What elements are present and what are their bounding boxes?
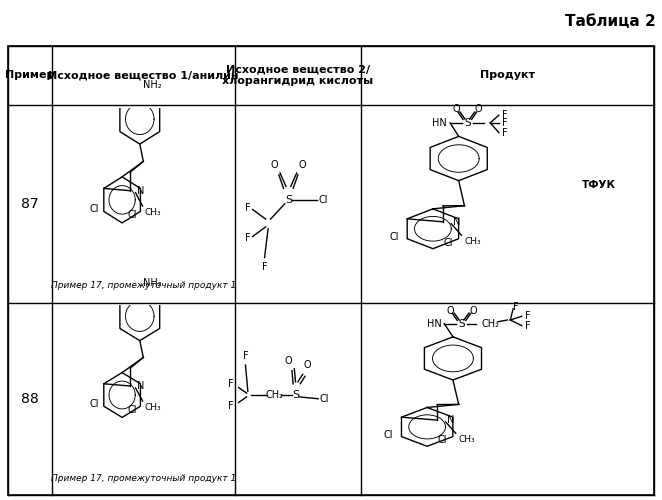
Text: F: F bbox=[243, 351, 248, 361]
Text: O: O bbox=[452, 104, 459, 115]
Text: Продукт: Продукт bbox=[480, 70, 535, 81]
Text: HN: HN bbox=[427, 319, 442, 329]
Text: Cl: Cl bbox=[438, 436, 447, 446]
Text: 87: 87 bbox=[21, 196, 38, 211]
Text: O: O bbox=[446, 306, 454, 316]
Text: S: S bbox=[458, 319, 465, 329]
Text: F: F bbox=[513, 302, 519, 312]
Text: F: F bbox=[502, 110, 507, 120]
Text: O: O bbox=[285, 356, 292, 366]
Text: Cl: Cl bbox=[89, 204, 99, 214]
Text: S: S bbox=[285, 195, 292, 205]
Text: Cl: Cl bbox=[89, 400, 99, 409]
Text: S: S bbox=[292, 390, 299, 400]
Text: O: O bbox=[270, 160, 278, 170]
Text: F: F bbox=[502, 118, 507, 128]
Text: Пример: Пример bbox=[5, 70, 54, 81]
Text: Cl: Cl bbox=[319, 394, 329, 404]
Text: Cl: Cl bbox=[444, 238, 453, 248]
Text: S: S bbox=[464, 118, 471, 128]
Text: N: N bbox=[137, 381, 145, 391]
Text: Cl: Cl bbox=[127, 405, 137, 415]
Text: F: F bbox=[245, 202, 250, 212]
Text: 88: 88 bbox=[21, 392, 38, 406]
Text: O: O bbox=[469, 306, 477, 316]
Text: F: F bbox=[228, 401, 234, 411]
Text: Пример 17, промежуточный продукт 1: Пример 17, промежуточный продукт 1 bbox=[51, 474, 236, 483]
Text: Пример 17, промежуточный продукт 1: Пример 17, промежуточный продукт 1 bbox=[51, 282, 236, 290]
Text: CH₂: CH₂ bbox=[265, 390, 283, 400]
Text: Исходное вещество 1/анилин: Исходное вещество 1/анилин bbox=[48, 70, 238, 81]
Text: Cl: Cl bbox=[318, 195, 328, 205]
Text: O: O bbox=[304, 360, 311, 370]
Text: F: F bbox=[502, 128, 507, 138]
Text: CH₃: CH₃ bbox=[459, 435, 475, 444]
Text: O: O bbox=[475, 104, 483, 115]
Text: N: N bbox=[453, 217, 460, 227]
Text: F: F bbox=[524, 311, 530, 321]
Text: Cl: Cl bbox=[127, 210, 137, 220]
Text: N: N bbox=[137, 186, 145, 196]
Text: ТФУК: ТФУК bbox=[582, 180, 616, 190]
Text: F: F bbox=[228, 379, 234, 389]
Text: HN: HN bbox=[432, 118, 448, 128]
Text: Исходное вещество 2/
хлорангидрид кислоты: Исходное вещество 2/ хлорангидрид кислот… bbox=[222, 64, 373, 86]
Text: O: O bbox=[299, 160, 307, 170]
Text: F: F bbox=[245, 234, 250, 243]
Text: CH₃: CH₃ bbox=[144, 403, 161, 412]
Text: N: N bbox=[447, 415, 455, 425]
Text: Cl: Cl bbox=[383, 430, 393, 440]
Text: NH₂: NH₂ bbox=[143, 278, 162, 288]
Text: Таблица 2: Таблица 2 bbox=[565, 14, 655, 29]
Text: F: F bbox=[524, 320, 530, 330]
Text: F: F bbox=[261, 262, 267, 272]
Text: Cl: Cl bbox=[389, 232, 399, 242]
Text: CH₃: CH₃ bbox=[144, 208, 161, 217]
Text: CH₃: CH₃ bbox=[464, 237, 481, 246]
Text: CH₂: CH₂ bbox=[482, 319, 500, 329]
Text: NH₂: NH₂ bbox=[143, 80, 162, 90]
